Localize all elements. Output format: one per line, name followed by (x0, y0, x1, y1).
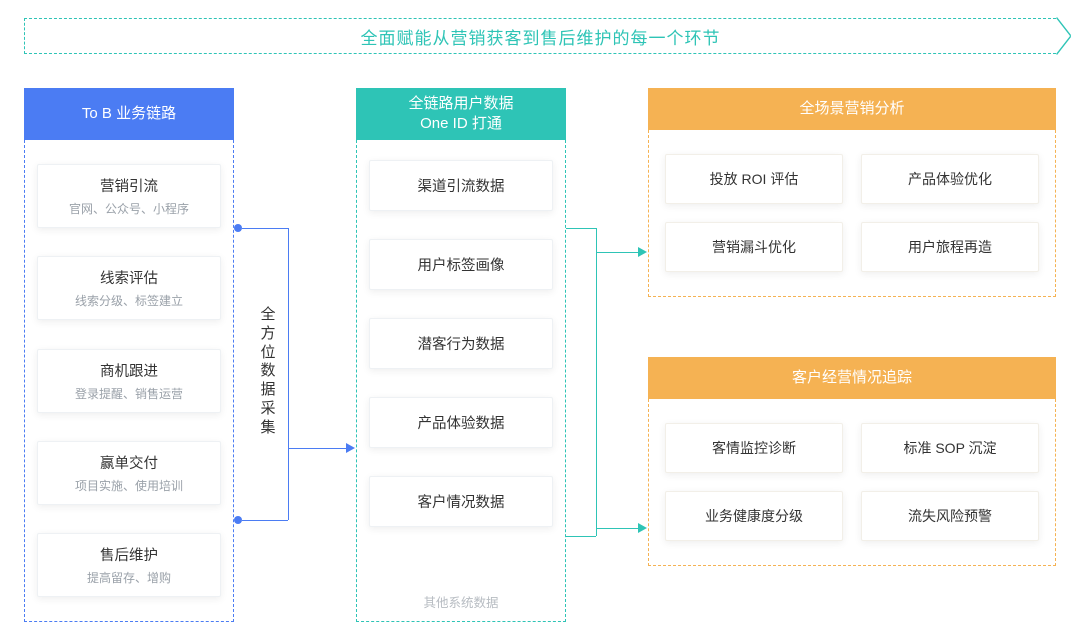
panel-marketing-analysis-body: 投放 ROI 评估 产品体验优化 营销漏斗优化 用户旅程再造 (648, 130, 1056, 297)
card-aftersale: 售后维护 提高留存、增购 (37, 533, 221, 597)
col-oneid-body: 渠道引流数据 用户标签画像 潜客行为数据 产品体验数据 客户情况数据 其他系统数… (356, 140, 566, 622)
col-oneid: 全链路用户数据 One ID 打通 渠道引流数据 用户标签画像 潜客行为数据 产… (356, 88, 566, 622)
col-tob: To B 业务链路 营销引流 官网、公众号、小程序 线索评估 线索分级、标签建立… (24, 88, 234, 622)
pill-tags: 用户标签画像 (369, 239, 553, 290)
connector-line (596, 528, 638, 529)
connector-line (596, 228, 597, 536)
cell-monitor: 客情监控诊断 (665, 423, 843, 473)
col-tob-header: To B 业务链路 (24, 88, 234, 140)
pill-product: 产品体验数据 (369, 397, 553, 448)
connector-line (288, 448, 346, 449)
cell-sop: 标准 SOP 沉淀 (861, 423, 1039, 473)
panel-customer-tracking: 客户经营情况追踪 客情监控诊断 标准 SOP 沉淀 业务健康度分级 流失风险预警 (648, 357, 1056, 566)
card-title: 线索评估 (46, 267, 212, 288)
col-oneid-header: 全链路用户数据 One ID 打通 (356, 88, 566, 140)
cell-churn: 流失风险预警 (861, 491, 1039, 541)
card-title: 商机跟进 (46, 360, 212, 381)
pill-channel: 渠道引流数据 (369, 160, 553, 211)
panel-marketing-analysis-header: 全场景营销分析 (648, 88, 1056, 130)
cell-ux-opt: 产品体验优化 (861, 154, 1039, 204)
panel-customer-tracking-body: 客情监控诊断 标准 SOP 沉淀 业务健康度分级 流失风险预警 (648, 399, 1056, 566)
panel-header-text: 全场景营销分析 (799, 99, 904, 119)
banner: 全面赋能从营销获客到售后维护的每一个环节 (24, 18, 1056, 54)
columns-container: To B 业务链路 营销引流 官网、公众号、小程序 线索评估 线索分级、标签建立… (24, 88, 1056, 619)
card-win: 赢单交付 项目实施、使用培训 (37, 441, 221, 505)
card-sub: 线索分级、标签建立 (46, 292, 212, 309)
cell-roi: 投放 ROI 评估 (665, 154, 843, 204)
banner-title: 全面赋能从营销获客到售后维护的每一个环节 (361, 24, 721, 49)
card-sub: 项目实施、使用培训 (46, 477, 212, 494)
connector-line (242, 520, 288, 521)
arrow-right-icon (638, 523, 647, 533)
card-title: 营销引流 (46, 175, 212, 196)
cell-health: 业务健康度分级 (665, 491, 843, 541)
arrow-right-icon (638, 247, 647, 257)
connector-line (596, 252, 638, 253)
connector-line (288, 228, 289, 520)
arrow-right-icon (346, 443, 355, 453)
panel-customer-tracking-header: 客户经营情况追踪 (648, 357, 1056, 399)
card-title: 售后维护 (46, 544, 212, 565)
card-opportunity: 商机跟进 登录提醒、销售运营 (37, 349, 221, 413)
card-leads: 线索评估 线索分级、标签建立 (37, 256, 221, 320)
col-tob-body: 营销引流 官网、公众号、小程序 线索评估 线索分级、标签建立 商机跟进 登录提醒… (24, 140, 234, 622)
connector-line (566, 228, 596, 229)
card-marketing: 营销引流 官网、公众号、小程序 (37, 164, 221, 228)
col-oneid-footnote: 其他系统数据 (369, 592, 553, 611)
connector-line (566, 536, 596, 537)
connector-dot (234, 224, 242, 232)
panel-marketing-analysis: 全场景营销分析 投放 ROI 评估 产品体验优化 营销漏斗优化 用户旅程再造 (648, 88, 1056, 297)
col-oneid-header-text: 全链路用户数据 One ID 打通 (408, 94, 513, 135)
pill-customer: 客户情况数据 (369, 476, 553, 527)
col-analysis: 全场景营销分析 投放 ROI 评估 产品体验优化 营销漏斗优化 用户旅程再造 客… (648, 88, 1056, 566)
connector-line (242, 228, 288, 229)
card-sub: 提高留存、增购 (46, 569, 212, 586)
cell-funnel: 营销漏斗优化 (665, 222, 843, 272)
card-sub: 官网、公众号、小程序 (46, 200, 212, 217)
col-tob-header-text: To B 业务链路 (82, 104, 176, 124)
card-sub: 登录提醒、销售运营 (46, 385, 212, 402)
card-title: 赢单交付 (46, 452, 212, 473)
connector-dot (234, 516, 242, 524)
mid-vertical-label: 全方位数据采集 (258, 306, 278, 437)
panel-header-text: 客户经营情况追踪 (792, 368, 912, 388)
cell-journey: 用户旅程再造 (861, 222, 1039, 272)
pill-behavior: 潜客行为数据 (369, 318, 553, 369)
